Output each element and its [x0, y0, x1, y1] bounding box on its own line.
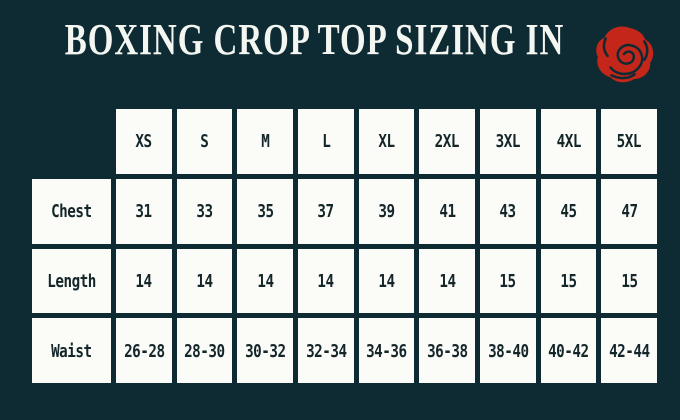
length-value: 15: [480, 248, 536, 314]
length-value: 14: [298, 248, 354, 314]
chest-value: 43: [480, 178, 536, 244]
length-value: 14: [358, 248, 415, 314]
waist-value: 26-28: [116, 318, 172, 383]
size-column-header-xl: XL: [358, 109, 415, 174]
chest-value: 31: [116, 178, 172, 244]
chest-value: 33: [176, 178, 233, 244]
length-value: 15: [540, 248, 597, 314]
size-column-header-5xl: 5XL: [601, 109, 657, 174]
row-label-chest: Chest: [32, 178, 111, 244]
waist-value: 34-36: [358, 318, 415, 383]
waist-value: 32-34: [298, 318, 354, 383]
length-value: 14: [116, 248, 172, 314]
chest-value: 45: [540, 178, 597, 244]
chest-value: 47: [601, 178, 657, 244]
page-title-text: BOXING CROP TOP SIZING IN: [64, 15, 564, 65]
size-column-header-s: S: [176, 109, 233, 174]
chest-value: 39: [358, 178, 415, 244]
size-column-header-m: M: [237, 109, 293, 174]
waist-value: 42-44: [601, 318, 657, 383]
size-column-header-l: L: [298, 109, 354, 174]
page-title: BOXING CROP TOP SIZING IN: [0, 16, 628, 65]
sizing-table: XS S M L XL 2XL 3XL 4XL 5XL Chest 31 33 …: [32, 109, 657, 383]
waist-value: 28-30: [176, 318, 233, 383]
size-column-header-xs: XS: [116, 109, 172, 174]
chest-value: 37: [298, 178, 354, 244]
chest-value: 35: [237, 178, 293, 244]
size-column-header-3xl: 3XL: [480, 109, 536, 174]
waist-value: 40-42: [540, 318, 597, 383]
size-column-header-2xl: 2XL: [419, 109, 475, 174]
waist-value: 30-32: [237, 318, 293, 383]
table-corner-spacer: [32, 109, 111, 174]
chest-value: 41: [419, 178, 475, 244]
size-column-header-4xl: 4XL: [540, 109, 597, 174]
length-value: 14: [237, 248, 293, 314]
row-label-length: Length: [32, 248, 111, 314]
waist-value: 38-40: [480, 318, 536, 383]
length-value: 15: [601, 248, 657, 314]
length-value: 14: [419, 248, 475, 314]
length-value: 14: [176, 248, 233, 314]
waist-value: 36-38: [419, 318, 475, 383]
rose-icon: [594, 25, 656, 83]
row-label-waist: Waist: [32, 318, 111, 383]
